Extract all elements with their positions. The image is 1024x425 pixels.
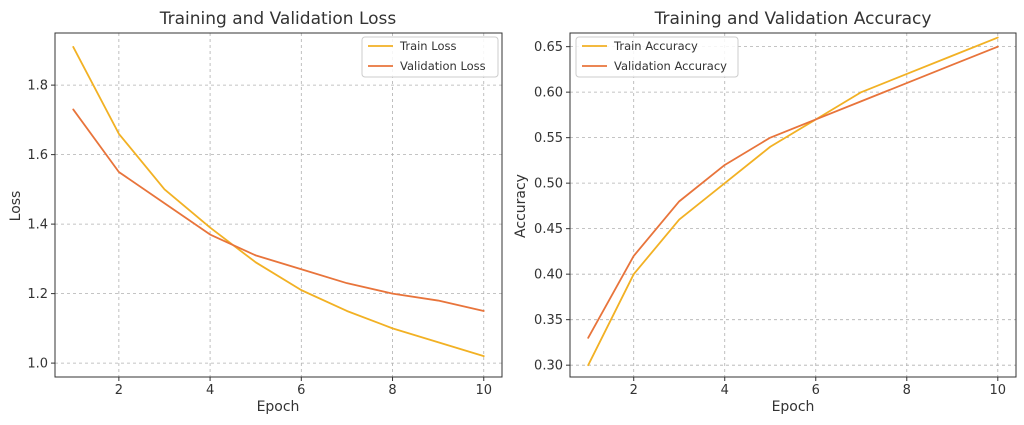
accuracy-x-tick-label: 6 bbox=[812, 383, 820, 398]
accuracy-y-tick-label: 0.35 bbox=[534, 313, 563, 328]
accuracy-series-line-validation bbox=[587, 45, 999, 339]
loss-x-tick-label: 2 bbox=[115, 383, 123, 398]
loss-x-tick-label: 10 bbox=[475, 383, 492, 398]
loss-y-tick-label: 1.6 bbox=[27, 148, 48, 163]
accuracy-series bbox=[587, 36, 999, 367]
loss-grid bbox=[55, 33, 502, 377]
loss-x-tick-label: 6 bbox=[297, 383, 305, 398]
loss-y-tick-label: 1.0 bbox=[27, 357, 48, 372]
loss-y-axis-label: Loss bbox=[8, 191, 24, 222]
accuracy-chart-title: Training and Validation Accuracy bbox=[654, 9, 932, 29]
loss-x-axis-label: Epoch bbox=[257, 399, 300, 415]
loss-legend-label-validation: Validation Loss bbox=[400, 59, 486, 73]
loss-y-tick-label: 1.2 bbox=[27, 287, 48, 302]
accuracy-y-tick-label: 0.30 bbox=[534, 359, 563, 374]
accuracy-y-tick-label: 0.55 bbox=[534, 131, 563, 146]
accuracy-x-axis-label: Epoch bbox=[772, 399, 815, 415]
accuracy-x-tick-label: 10 bbox=[990, 383, 1007, 398]
accuracy-x-tick-label: 2 bbox=[630, 383, 638, 398]
loss-legend-box bbox=[361, 36, 499, 78]
accuracy-legend: Train Accuracy Validation Accuracy bbox=[575, 36, 739, 78]
accuracy-legend-label-validation: Validation Accuracy bbox=[614, 59, 727, 73]
loss-ticks: 2 4 6 8 10 1.0 1.2 1.4 1.6 1.8 bbox=[27, 79, 492, 398]
loss-x-tick-label: 8 bbox=[388, 383, 396, 398]
accuracy-y-axis-label: Accuracy bbox=[513, 174, 529, 238]
accuracy-y-tick-label: 0.65 bbox=[534, 40, 563, 55]
loss-series-line-train bbox=[72, 46, 485, 358]
accuracy-series-line-train bbox=[587, 36, 999, 367]
loss-series-line-validation bbox=[72, 108, 485, 312]
loss-chart: Training and Validation Loss Epoch Loss … bbox=[8, 9, 503, 415]
loss-y-tick-label: 1.8 bbox=[27, 79, 48, 94]
accuracy-y-tick-label: 0.50 bbox=[534, 177, 563, 192]
loss-x-tick-label: 4 bbox=[206, 383, 214, 398]
loss-chart-title: Training and Validation Loss bbox=[159, 9, 397, 29]
accuracy-y-tick-label: 0.45 bbox=[534, 222, 563, 237]
loss-legend-label-train: Train Loss bbox=[399, 39, 456, 53]
accuracy-ticks: 2 4 6 8 10 0.30 0.35 0.40 0.45 0.50 0.55 0.60 0.65 bbox=[534, 40, 1006, 398]
loss-plot-frame bbox=[54, 32, 503, 378]
accuracy-chart: Training and Validation Accuracy Epoch A… bbox=[513, 9, 1017, 415]
loss-series bbox=[72, 46, 485, 358]
accuracy-legend-box bbox=[575, 36, 739, 78]
accuracy-legend-label-train: Train Accuracy bbox=[613, 39, 698, 53]
loss-legend: Train Loss Validation Loss bbox=[361, 36, 499, 78]
accuracy-x-tick-label: 8 bbox=[903, 383, 911, 398]
accuracy-y-tick-label: 0.40 bbox=[534, 268, 563, 283]
accuracy-plot-frame bbox=[569, 32, 1017, 378]
loss-y-tick-label: 1.4 bbox=[27, 218, 48, 233]
accuracy-grid bbox=[570, 33, 1016, 377]
accuracy-y-tick-label: 0.60 bbox=[534, 86, 563, 101]
accuracy-x-tick-label: 4 bbox=[721, 383, 729, 398]
